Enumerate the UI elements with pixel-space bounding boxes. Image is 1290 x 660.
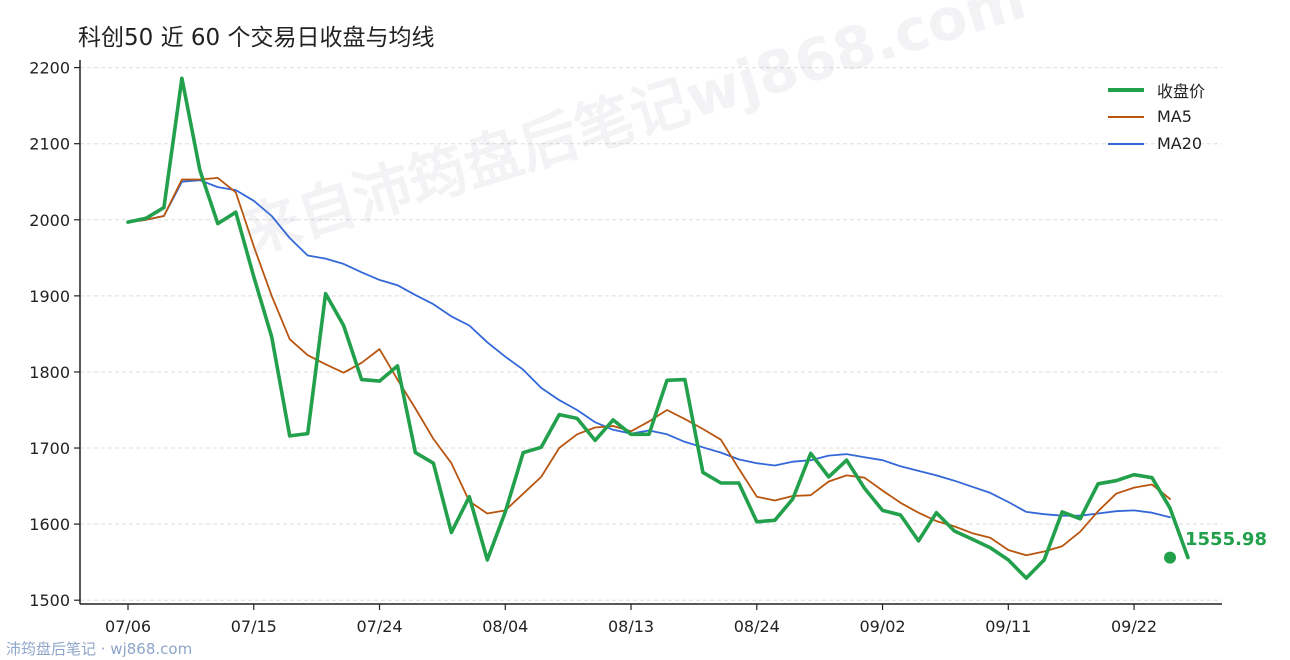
grid-lines <box>80 67 1222 601</box>
y-tick-label: 1600 <box>29 515 70 534</box>
legend-item-ma5: MA5 <box>1108 103 1205 130</box>
series-line-close <box>126 76 1190 580</box>
chart-title: 科创50 近 60 个交易日收盘与均线 <box>78 25 435 51</box>
x-tick-label: 09/02 <box>859 617 905 636</box>
x-tick-label: 08/13 <box>608 617 654 636</box>
y-tick-label: 1900 <box>29 287 70 306</box>
legend-swatch-ma5 <box>1108 115 1144 118</box>
x-tick-label: 07/24 <box>356 617 402 636</box>
x-tick-label: 08/24 <box>734 617 780 636</box>
y-tick-label: 2000 <box>29 211 70 230</box>
legend-label-close: 收盘价 <box>1157 81 1206 101</box>
legend-item-ma20: MA20 <box>1108 130 1205 157</box>
x-tick-label: 09/11 <box>985 617 1031 636</box>
legend-label-ma20: MA20 <box>1157 134 1203 153</box>
y-tick-label: 1500 <box>29 591 70 610</box>
legend-swatch-close <box>1108 87 1144 92</box>
series-line-ma5 <box>127 176 1171 557</box>
y-tick-label: 2200 <box>29 59 70 78</box>
series-line-ma20 <box>127 179 1171 519</box>
x-tick-label: 07/06 <box>105 617 151 636</box>
series-lines <box>126 76 1190 580</box>
y-tick-label: 2100 <box>29 135 70 154</box>
y-tick-label: 1700 <box>29 439 70 458</box>
legend-label-ma5: MA5 <box>1157 107 1192 126</box>
x-tick-label: 09/22 <box>1111 617 1157 636</box>
axes: 1500 1600 1700 1800 1900 2000 2100 2200 07/06 07/… <box>29 59 1222 636</box>
footer-credit: 沛筠盘后笔记 · wj868.com <box>6 640 193 658</box>
legend-swatch-ma20 <box>1108 142 1144 145</box>
legend-item-close: 收盘价 <box>1108 76 1205 103</box>
x-tick-label: 07/15 <box>231 617 277 636</box>
y-tick-label: 1800 <box>29 363 70 382</box>
x-tick-label: 08/04 <box>482 617 528 636</box>
last-close-marker <box>1164 551 1176 564</box>
legend: 收盘价 MA5 MA20 <box>1108 76 1205 157</box>
last-close-label: 1555.98 <box>1185 529 1267 550</box>
